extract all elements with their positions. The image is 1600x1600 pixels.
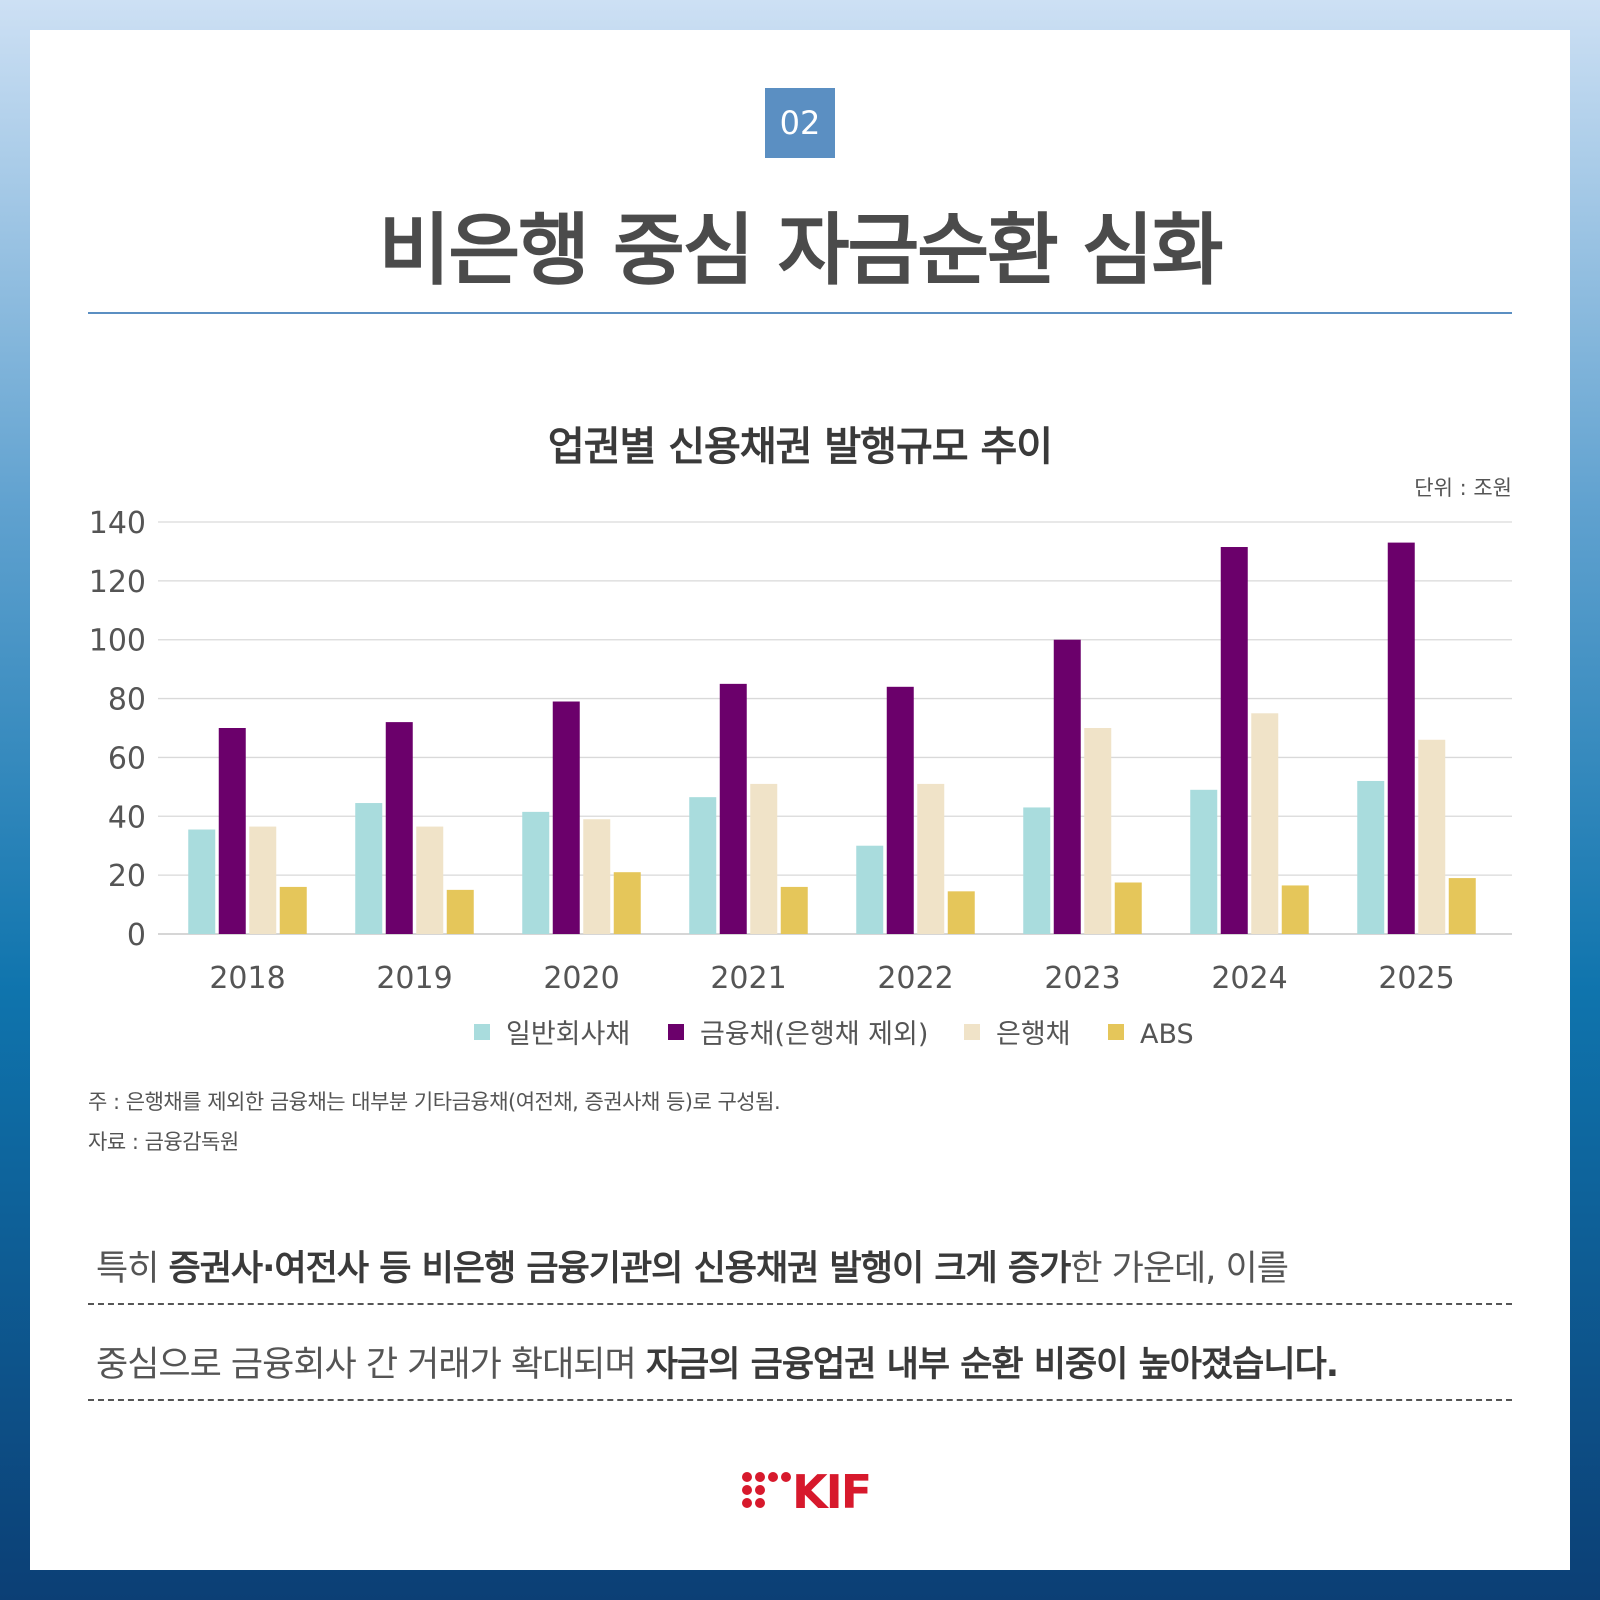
bar bbox=[249, 826, 277, 934]
chart-grid bbox=[158, 521, 1512, 935]
legend-swatch bbox=[668, 1024, 684, 1040]
chart-footnote: 주 : 은행채를 제외한 금융채는 대부분 기타금융채(여전채, 증권사채 등)… bbox=[88, 1090, 781, 1114]
bar bbox=[416, 826, 444, 934]
bar bbox=[750, 783, 778, 934]
body-text-bold: 자금의 금융업권 내부 순환 비중이 높아졌습니다. bbox=[645, 1345, 1339, 1385]
chart-title: 업권별 신용채권 발행규모 추이 bbox=[547, 424, 1053, 470]
bar bbox=[780, 886, 808, 934]
bar bbox=[583, 819, 611, 934]
legend-swatch bbox=[1108, 1024, 1124, 1040]
x-tick-label: 2019 bbox=[376, 961, 452, 996]
body-text-plain: 중심으로 금융회사 간 거래가 확대되며 bbox=[96, 1345, 646, 1385]
y-tick-label: 60 bbox=[108, 741, 146, 776]
x-axis-ticks: 2018 2019 2020 2021 2022 2023 2024 2025 bbox=[209, 961, 1454, 996]
bar bbox=[886, 686, 914, 934]
y-tick-label: 120 bbox=[89, 565, 146, 600]
body-text-bold: 증권사·여전사 등 비은행 금융기관의 신용채권 발행이 크게 증가 bbox=[168, 1249, 1072, 1289]
logo-text: KIF bbox=[792, 1465, 872, 1519]
body-text-plain: 한 가운데, 이를 bbox=[1070, 1249, 1289, 1289]
bar bbox=[279, 886, 307, 934]
y-tick-label: 100 bbox=[89, 624, 146, 659]
unit-label: 단위 : 조원 bbox=[1414, 476, 1512, 500]
bar bbox=[188, 829, 216, 934]
bar bbox=[1023, 807, 1051, 934]
bar bbox=[446, 889, 474, 934]
bar bbox=[1448, 878, 1476, 934]
y-tick-label: 80 bbox=[108, 683, 146, 718]
x-tick-label: 2020 bbox=[543, 961, 619, 996]
chart-legend: 일반회사채 금융채(은행채 제외) 은행채 ABS bbox=[474, 1019, 1194, 1050]
legend-swatch bbox=[474, 1024, 490, 1040]
bar bbox=[1281, 885, 1309, 934]
body-text-line-2: 중심으로 금융회사 간 거래가 확대되며 자금의 금융업권 내부 순환 비중이 … bbox=[96, 1336, 1339, 1387]
bar bbox=[1053, 639, 1081, 934]
dashed-divider bbox=[88, 1399, 1512, 1401]
dashed-divider bbox=[88, 1303, 1512, 1305]
bar bbox=[218, 728, 246, 934]
title-divider bbox=[88, 312, 1512, 314]
bar bbox=[385, 722, 413, 934]
bar bbox=[1387, 542, 1415, 934]
bar bbox=[522, 811, 550, 934]
bar bbox=[689, 797, 717, 934]
y-tick-label: 40 bbox=[108, 800, 146, 835]
x-tick-label: 2022 bbox=[877, 961, 953, 996]
bar bbox=[355, 803, 383, 934]
legend-label: 일반회사채 bbox=[506, 1019, 630, 1050]
bar bbox=[947, 891, 975, 934]
bar bbox=[1251, 713, 1279, 934]
bar bbox=[1190, 789, 1218, 934]
bar bbox=[1114, 882, 1142, 934]
x-tick-label: 2018 bbox=[209, 961, 285, 996]
content-panel bbox=[30, 30, 1570, 1570]
chart-bars bbox=[188, 542, 1476, 934]
legend-label: ABS bbox=[1140, 1019, 1194, 1050]
bar bbox=[719, 683, 747, 934]
bar bbox=[552, 701, 580, 934]
y-axis-ticks: 0 20 40 60 80 100 120 140 bbox=[89, 506, 146, 953]
chart-source: 자료 : 금융감독원 bbox=[88, 1130, 239, 1154]
x-tick-label: 2024 bbox=[1211, 961, 1287, 996]
kif-logo: KIF bbox=[742, 1468, 872, 1516]
body-text-plain: 특히 bbox=[96, 1249, 169, 1289]
legend-swatch bbox=[964, 1024, 980, 1040]
y-tick-label: 0 bbox=[127, 918, 146, 953]
bar bbox=[856, 845, 884, 934]
y-tick-label: 140 bbox=[89, 506, 146, 541]
x-tick-label: 2023 bbox=[1044, 961, 1120, 996]
bar bbox=[1357, 780, 1385, 934]
y-tick-label: 20 bbox=[108, 859, 146, 894]
section-number-badge: 02 bbox=[765, 88, 835, 158]
legend-label: 금융채(은행채 제외) bbox=[700, 1019, 928, 1050]
bar bbox=[613, 872, 641, 934]
bar bbox=[1084, 728, 1112, 934]
x-tick-label: 2025 bbox=[1378, 961, 1454, 996]
logo-dots-icon bbox=[742, 1472, 791, 1516]
legend-label: 은행채 bbox=[996, 1019, 1071, 1050]
body-text-line-1: 특히 증권사·여전사 등 비은행 금융기관의 신용채권 발행이 크게 증가한 가… bbox=[96, 1240, 1289, 1291]
bar bbox=[1220, 547, 1248, 934]
bar bbox=[917, 783, 945, 934]
x-tick-label: 2021 bbox=[710, 961, 786, 996]
bar bbox=[1418, 739, 1446, 934]
page-title: 비은행 중심 자금순환 심화 bbox=[378, 206, 1224, 296]
